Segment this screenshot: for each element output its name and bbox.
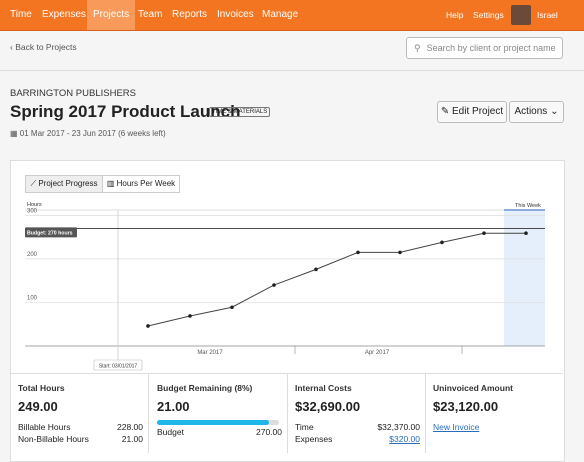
x-tick-label: Apr 2017 (365, 350, 390, 356)
stat-column: Budget Remaining (8%) 21.00 Budget 270.00 (157, 383, 282, 437)
budget-box (25, 227, 77, 238)
row-value[interactable]: $320.00 (389, 434, 420, 444)
client-name: BARRINGTON PUBLISHERS (10, 88, 136, 99)
row-value: 21.00 (121, 434, 143, 444)
stat-value: 249.00 (18, 399, 58, 414)
data-point (314, 267, 318, 272)
stat-column: Total Hours 249.00 Billable Hours 228.00 Non… (18, 383, 143, 444)
stat-column: Uninvoiced Amount $23,120.00 New Invoice (433, 383, 558, 432)
this-week-label: This Week (515, 203, 541, 209)
y-tick-label: 300 (27, 208, 38, 214)
column-divider (287, 373, 288, 453)
new-invoice-link[interactable]: New Invoice (433, 422, 480, 432)
stat-row: Expenses $320.00 (295, 434, 420, 444)
nav-item[interactable]: Projects (87, 0, 136, 30)
nav-item[interactable]: Expenses (42, 9, 86, 20)
stat-title: Internal Costs (295, 383, 352, 393)
stat-title: Budget Remaining (8%) (157, 383, 253, 393)
actions-button[interactable]: Actions ⌄ (509, 101, 564, 123)
nav-item[interactable]: Team (138, 9, 163, 20)
stat-row: Budget 270.00 (157, 427, 282, 437)
actions-label: Actions (514, 106, 548, 117)
row-label: Non-Billable Hours (18, 434, 89, 444)
edit-label: Edit Project (452, 106, 504, 117)
tab[interactable]: ⟋ Project Progress (25, 175, 103, 193)
dates: ▦ 01 Mar 2017 - 23 Jun 2017 (6 weeks lef… (10, 129, 166, 138)
data-point (398, 250, 402, 255)
progress-fill (157, 420, 270, 425)
column-divider (425, 373, 426, 453)
y-tick-label: 200 (27, 252, 38, 258)
stat-value: $32,690.00 (295, 399, 361, 414)
this-week-highlight (504, 211, 545, 346)
stat-title: Total Hours (18, 383, 65, 393)
stat-title: Uninvoiced Amount (433, 383, 513, 393)
project-title: Spring 2017 Product Launch (10, 102, 241, 121)
nav-item[interactable]: Time (10, 9, 32, 20)
data-point (272, 283, 276, 287)
nav-item[interactable]: Israel (537, 10, 558, 20)
nav-item[interactable]: Invoices (217, 9, 254, 20)
nav-item[interactable]: Manage (262, 9, 299, 20)
nav-item[interactable]: Settings (473, 10, 504, 20)
back-link-text[interactable]: Back to Projects (15, 42, 77, 52)
budget-label: Budget: 270 hours (27, 230, 73, 236)
stat-row: Non-Billable Hours 21.00 (18, 434, 143, 444)
stats-divider (10, 373, 563, 374)
stat-row: Billable Hours 228.00 (18, 422, 143, 432)
stat-value: $23,120.00 (433, 399, 499, 414)
data-point (230, 305, 234, 310)
nav-item[interactable]: Reports (172, 9, 208, 20)
y-tick-label: 100 (27, 295, 38, 301)
chart: This Week Hours 100 200 300 Start: 03/01/2017… (25, 202, 545, 371)
nav-item[interactable]: Help (446, 10, 464, 20)
data-point (146, 324, 150, 328)
tab[interactable]: ▥ Hours Per Week (102, 175, 180, 193)
progress-track (157, 420, 279, 425)
stat-value: 21.00 (157, 399, 190, 414)
avatar (511, 5, 531, 25)
progress-line (147, 232, 526, 327)
tab-label: Hours Per Week (116, 179, 176, 188)
tab-label: Project Progress (38, 179, 98, 188)
y-axis-label: Hours (27, 202, 42, 208)
search-placeholder: Search by client or project name (426, 43, 556, 53)
data-point (482, 231, 486, 236)
start-label: Start: 03/01/2017 (99, 364, 138, 370)
row-label: Expenses (295, 434, 333, 444)
data-point (440, 240, 444, 245)
search-box[interactable]: ⚲ Search by client or project name (406, 37, 563, 59)
stat-column: Internal Costs $32,690.00 Time $32,370.00 Ex… (295, 383, 420, 444)
row-value: 270.00 (256, 427, 282, 437)
start-box (93, 359, 143, 371)
row-label: Billable Hours (18, 422, 71, 432)
edit-button[interactable]: ✎ Edit Project (437, 101, 507, 123)
x-tick-label: Mar 2017 (197, 350, 223, 356)
row-value: $32,370.00 (377, 422, 420, 432)
column-divider (148, 373, 149, 453)
data-point (524, 231, 528, 236)
data-point (356, 250, 360, 255)
top-nav: Time Expenses Projects Team Reports Invoices M… (0, 0, 584, 31)
dates-text: 01 Mar 2017 - 23 Jun 2017 (6 weeks left) (19, 129, 166, 138)
data-point (188, 314, 192, 318)
row-value: 228.00 (117, 422, 143, 432)
divider (0, 70, 584, 71)
back-link[interactable]: ‹ Back to Projects (10, 42, 77, 52)
stat-row: Time $32,370.00 (295, 422, 420, 432)
row-label: Time (295, 422, 314, 432)
row-label: Budget (157, 427, 184, 437)
project-badge: TIME & MATERIALS (209, 107, 271, 117)
